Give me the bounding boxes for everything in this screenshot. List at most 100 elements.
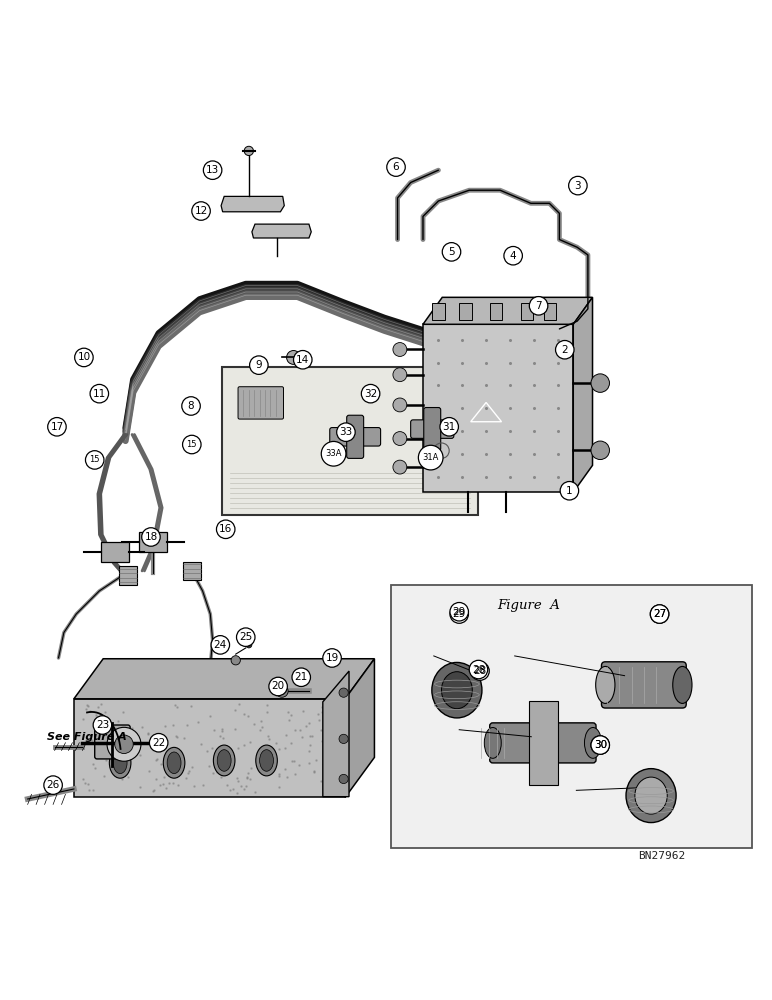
Text: 29: 29 — [452, 609, 466, 619]
Circle shape — [249, 356, 268, 374]
Ellipse shape — [626, 769, 676, 823]
Circle shape — [142, 528, 161, 546]
Circle shape — [504, 246, 523, 265]
Text: 32: 32 — [364, 389, 378, 399]
Ellipse shape — [442, 672, 472, 709]
Text: 30: 30 — [594, 740, 607, 750]
Circle shape — [393, 368, 407, 382]
Circle shape — [450, 602, 469, 621]
Text: 31A: 31A — [422, 453, 439, 462]
Circle shape — [469, 660, 488, 679]
Circle shape — [236, 628, 255, 646]
Text: 29: 29 — [452, 607, 466, 617]
Circle shape — [387, 158, 405, 176]
Text: 13: 13 — [206, 165, 219, 175]
Circle shape — [361, 384, 380, 403]
Circle shape — [90, 384, 109, 403]
Circle shape — [442, 243, 461, 261]
Circle shape — [393, 460, 407, 474]
Circle shape — [339, 734, 348, 744]
FancyBboxPatch shape — [222, 367, 478, 515]
Circle shape — [182, 435, 201, 454]
Text: 8: 8 — [188, 401, 195, 411]
Polygon shape — [74, 659, 374, 699]
Text: 22: 22 — [152, 738, 165, 748]
Circle shape — [556, 340, 574, 359]
Circle shape — [216, 520, 235, 539]
Text: Figure  A: Figure A — [497, 599, 560, 612]
Circle shape — [276, 685, 288, 697]
Circle shape — [86, 451, 104, 469]
Ellipse shape — [635, 777, 667, 814]
Circle shape — [560, 482, 579, 500]
Circle shape — [44, 776, 63, 794]
Circle shape — [591, 441, 609, 460]
FancyBboxPatch shape — [391, 585, 752, 848]
FancyBboxPatch shape — [140, 532, 168, 552]
FancyBboxPatch shape — [521, 303, 533, 320]
Circle shape — [231, 656, 240, 665]
Text: 28: 28 — [473, 666, 486, 676]
Circle shape — [244, 146, 253, 156]
Circle shape — [530, 297, 548, 315]
Ellipse shape — [259, 750, 273, 771]
Text: 15: 15 — [187, 440, 197, 449]
Circle shape — [450, 605, 469, 623]
Polygon shape — [252, 224, 311, 238]
Circle shape — [211, 636, 229, 654]
Ellipse shape — [672, 666, 692, 703]
FancyBboxPatch shape — [119, 566, 137, 585]
FancyBboxPatch shape — [182, 562, 201, 580]
FancyBboxPatch shape — [490, 303, 503, 320]
Circle shape — [191, 202, 210, 220]
Circle shape — [323, 649, 341, 667]
Circle shape — [293, 351, 312, 369]
Text: 19: 19 — [326, 653, 339, 663]
Circle shape — [339, 688, 348, 697]
Circle shape — [107, 727, 141, 761]
Circle shape — [393, 432, 407, 445]
FancyBboxPatch shape — [459, 303, 472, 320]
Text: 33A: 33A — [325, 449, 342, 458]
Text: 10: 10 — [77, 352, 90, 362]
Text: 15: 15 — [90, 455, 100, 464]
Text: 7: 7 — [535, 301, 542, 311]
Text: 12: 12 — [195, 206, 208, 216]
Text: 2: 2 — [561, 345, 568, 355]
Circle shape — [591, 374, 609, 392]
Ellipse shape — [213, 745, 235, 776]
Circle shape — [245, 642, 252, 648]
Text: 28: 28 — [472, 665, 485, 675]
FancyBboxPatch shape — [432, 303, 445, 320]
Circle shape — [321, 441, 346, 466]
Polygon shape — [323, 671, 349, 797]
Circle shape — [286, 351, 300, 364]
Text: 18: 18 — [144, 532, 157, 542]
Polygon shape — [221, 196, 284, 212]
Circle shape — [75, 348, 93, 367]
Circle shape — [591, 736, 609, 754]
Circle shape — [650, 605, 669, 623]
FancyBboxPatch shape — [489, 723, 596, 763]
Circle shape — [650, 605, 669, 623]
Text: 4: 4 — [510, 251, 516, 261]
Text: 16: 16 — [219, 524, 232, 534]
Text: 3: 3 — [574, 181, 581, 191]
FancyBboxPatch shape — [411, 420, 454, 438]
Ellipse shape — [168, 752, 181, 774]
Text: See Figure A: See Figure A — [47, 732, 127, 742]
Text: 21: 21 — [295, 672, 308, 682]
Circle shape — [48, 418, 66, 436]
Circle shape — [93, 716, 112, 734]
Text: 1: 1 — [566, 486, 573, 496]
Circle shape — [269, 677, 287, 696]
FancyBboxPatch shape — [347, 415, 364, 458]
FancyBboxPatch shape — [423, 324, 574, 492]
FancyBboxPatch shape — [424, 408, 441, 451]
Ellipse shape — [596, 666, 615, 703]
Circle shape — [203, 161, 222, 179]
Circle shape — [181, 397, 200, 415]
Text: 20: 20 — [272, 681, 285, 691]
Ellipse shape — [164, 747, 185, 778]
Circle shape — [292, 668, 310, 686]
